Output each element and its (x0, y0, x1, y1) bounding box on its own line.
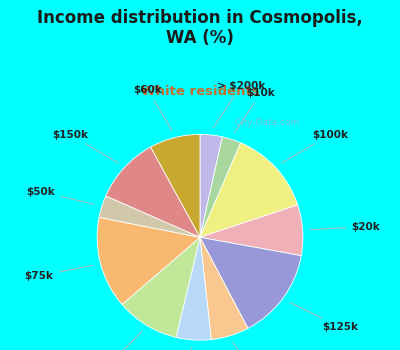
Text: White residents: White residents (141, 85, 259, 98)
Text: $125k: $125k (290, 302, 358, 332)
Text: $10k: $10k (235, 88, 276, 132)
Text: $75k: $75k (24, 265, 93, 281)
Wedge shape (122, 237, 200, 337)
Wedge shape (200, 237, 301, 328)
Wedge shape (200, 137, 241, 237)
Wedge shape (106, 147, 200, 237)
Text: City-Data.com: City-Data.com (230, 118, 300, 127)
Wedge shape (200, 134, 222, 237)
Text: Income distribution in Cosmopolis,
WA (%): Income distribution in Cosmopolis, WA (%… (37, 9, 363, 47)
Text: $60k: $60k (134, 85, 172, 131)
Wedge shape (200, 143, 298, 237)
Wedge shape (176, 237, 211, 340)
Text: $40k: $40k (233, 343, 273, 350)
Text: $30k: $30k (92, 331, 142, 350)
Wedge shape (97, 217, 200, 304)
Text: > $200k: > $200k (213, 81, 265, 128)
Text: $200k: $200k (154, 348, 192, 350)
Text: $20k: $20k (310, 222, 380, 232)
Text: $50k: $50k (26, 187, 94, 204)
Wedge shape (200, 205, 303, 256)
Wedge shape (151, 134, 200, 237)
Wedge shape (99, 196, 200, 237)
Text: $100k: $100k (282, 130, 348, 163)
Wedge shape (200, 237, 248, 340)
Text: $150k: $150k (52, 130, 118, 163)
